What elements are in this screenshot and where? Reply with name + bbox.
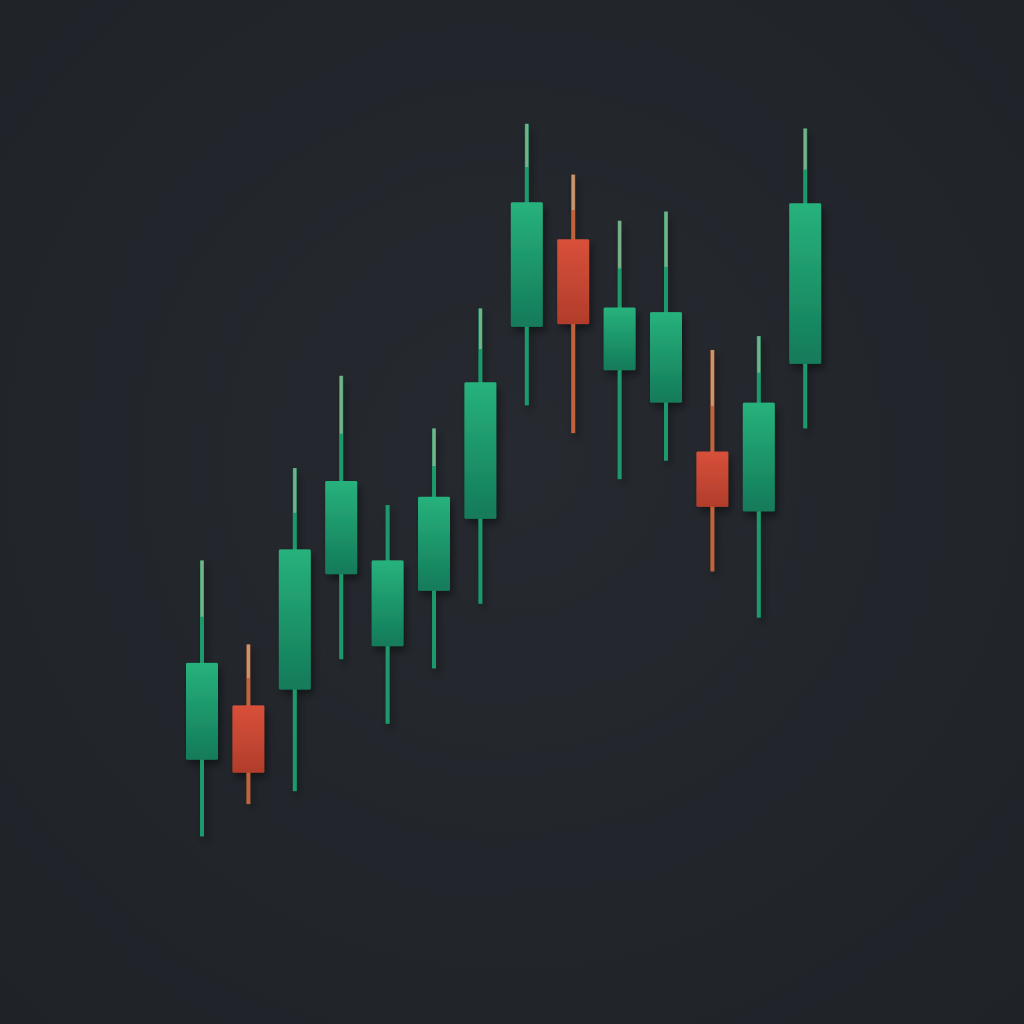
- candle-12: [696, 349, 729, 572]
- candle-1-body: [186, 662, 218, 760]
- candle-6-body: [418, 496, 450, 591]
- candle-2: [232, 644, 265, 805]
- candle-13-wick-highlight: [757, 336, 761, 373]
- candle-6: [418, 428, 450, 669]
- candle-14-wick-highlight: [803, 128, 807, 170]
- candles-group: [186, 123, 822, 837]
- candle-1: [186, 560, 218, 837]
- candle-5-body: [371, 560, 404, 647]
- candle-11-wick-highlight: [664, 211, 668, 267]
- candle-8-body: [510, 202, 543, 327]
- candle-8-wick-highlight: [525, 123, 529, 167]
- candle-8: [510, 123, 543, 406]
- candle-2-body: [232, 705, 265, 773]
- candle-10: [603, 220, 636, 480]
- candle-14-body: [789, 203, 822, 364]
- candle-1-wick-highlight: [200, 560, 204, 617]
- candle-4-wick-highlight: [339, 375, 343, 434]
- candle-7-wick-highlight: [478, 308, 482, 350]
- candle-13: [742, 336, 775, 618]
- candle-13-body: [742, 402, 775, 512]
- candle-7-body: [464, 382, 497, 519]
- candle-12-wick-highlight: [710, 349, 714, 406]
- candle-12-body: [696, 451, 729, 507]
- candle-11-body: [650, 312, 682, 403]
- candle-9: [557, 174, 590, 434]
- candle-4: [325, 375, 358, 660]
- candle-3-body: [278, 549, 311, 690]
- candle-10-body: [603, 307, 636, 371]
- candle-4-body: [325, 481, 358, 575]
- candle-11: [650, 211, 682, 461]
- candle-9-wick-highlight: [571, 174, 575, 211]
- candle-10-wick-highlight: [618, 220, 622, 269]
- candle-7: [464, 308, 497, 604]
- candle-6-wick-highlight: [432, 428, 436, 466]
- candle-9-body: [557, 239, 590, 325]
- candle-5: [371, 505, 404, 724]
- candle-3-wick-highlight: [293, 468, 297, 513]
- candle-2-wick-highlight: [246, 644, 250, 678]
- candle-14: [789, 128, 822, 429]
- candle-3: [278, 468, 311, 792]
